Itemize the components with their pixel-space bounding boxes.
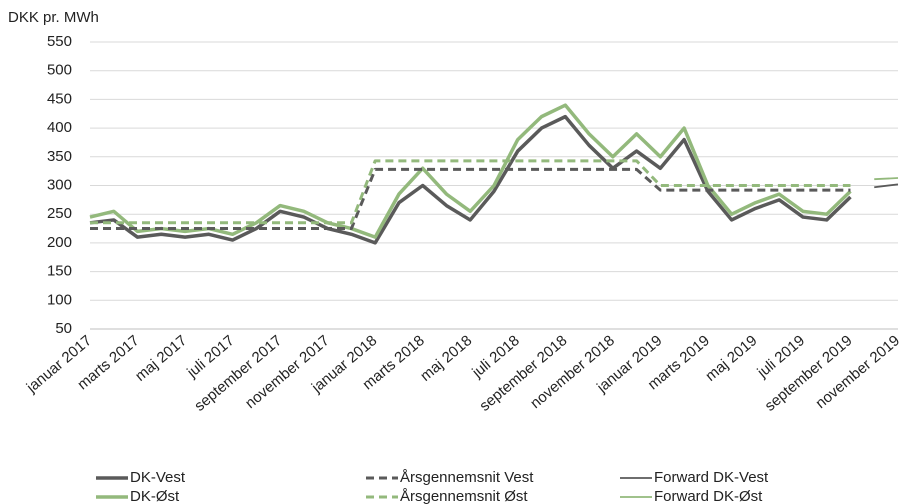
series-line	[874, 177, 899, 181]
y-tick-label: 150	[47, 263, 72, 280]
y-tick-label: 350	[47, 148, 72, 165]
series-line	[90, 159, 851, 225]
y-tick-label: 50	[55, 320, 72, 337]
x-tick-label: november 2019	[812, 332, 902, 412]
series-line	[874, 183, 899, 189]
legend-label: Årsgennemsnit Vest	[400, 469, 534, 486]
y-tick-label: 550	[47, 33, 72, 50]
legend-label: DK-Øst	[130, 488, 180, 504]
legend-label: Forward DK-Vest	[654, 469, 769, 486]
series-line	[90, 167, 851, 231]
y-tick-label: 400	[47, 119, 72, 136]
y-tick-label: 450	[47, 90, 72, 107]
legend-label: Forward DK-Øst	[654, 488, 763, 504]
y-tick-label: 250	[47, 205, 72, 222]
x-tick-label: november 2018	[527, 332, 618, 412]
y-axis-label: DKK pr. MWh	[8, 9, 99, 26]
legend-label: DK-Vest	[130, 469, 186, 486]
x-tick-label: maj 2018	[417, 332, 475, 385]
legend-label: Årsgennemsnit Øst	[400, 488, 528, 504]
x-tick-label: november 2017	[242, 332, 333, 412]
y-tick-label: 500	[47, 62, 72, 79]
series-line	[89, 114, 852, 245]
y-tick-label: 100	[47, 291, 72, 308]
y-tick-label: 200	[47, 234, 72, 251]
x-tick-label: maj 2017	[132, 332, 190, 385]
y-tick-label: 300	[47, 176, 72, 193]
x-tick-label: maj 2019	[702, 332, 760, 385]
series-line	[89, 103, 852, 239]
